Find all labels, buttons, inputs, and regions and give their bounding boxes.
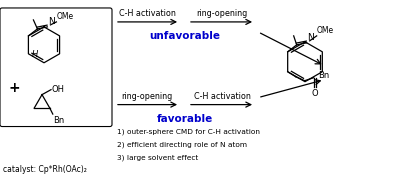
Text: +: +	[8, 81, 20, 95]
Text: 2) efficient directing role of N atom: 2) efficient directing role of N atom	[117, 141, 247, 148]
Text: 3) large solvent effect: 3) large solvent effect	[117, 154, 198, 161]
Text: OMe: OMe	[317, 26, 334, 35]
Text: OH: OH	[52, 85, 65, 94]
Text: ring-opening: ring-opening	[196, 9, 248, 18]
Text: O: O	[311, 89, 318, 98]
Text: Bn: Bn	[53, 116, 64, 125]
FancyBboxPatch shape	[0, 8, 112, 127]
Text: favorable: favorable	[157, 114, 213, 124]
Text: catalyst: Cp*Rh(OAc)₂: catalyst: Cp*Rh(OAc)₂	[3, 165, 87, 174]
Text: N: N	[307, 33, 314, 42]
Text: C-H activation: C-H activation	[194, 92, 250, 101]
Text: H: H	[32, 50, 38, 59]
Text: unfavorable: unfavorable	[150, 31, 220, 41]
Text: OMe: OMe	[56, 12, 74, 21]
Text: C-H activation: C-H activation	[118, 9, 176, 18]
Text: N: N	[48, 17, 55, 26]
Text: Bn: Bn	[318, 71, 329, 80]
Text: ring-opening: ring-opening	[121, 92, 173, 101]
Text: 1) outer-sphere CMD for C-H activation: 1) outer-sphere CMD for C-H activation	[117, 128, 260, 135]
